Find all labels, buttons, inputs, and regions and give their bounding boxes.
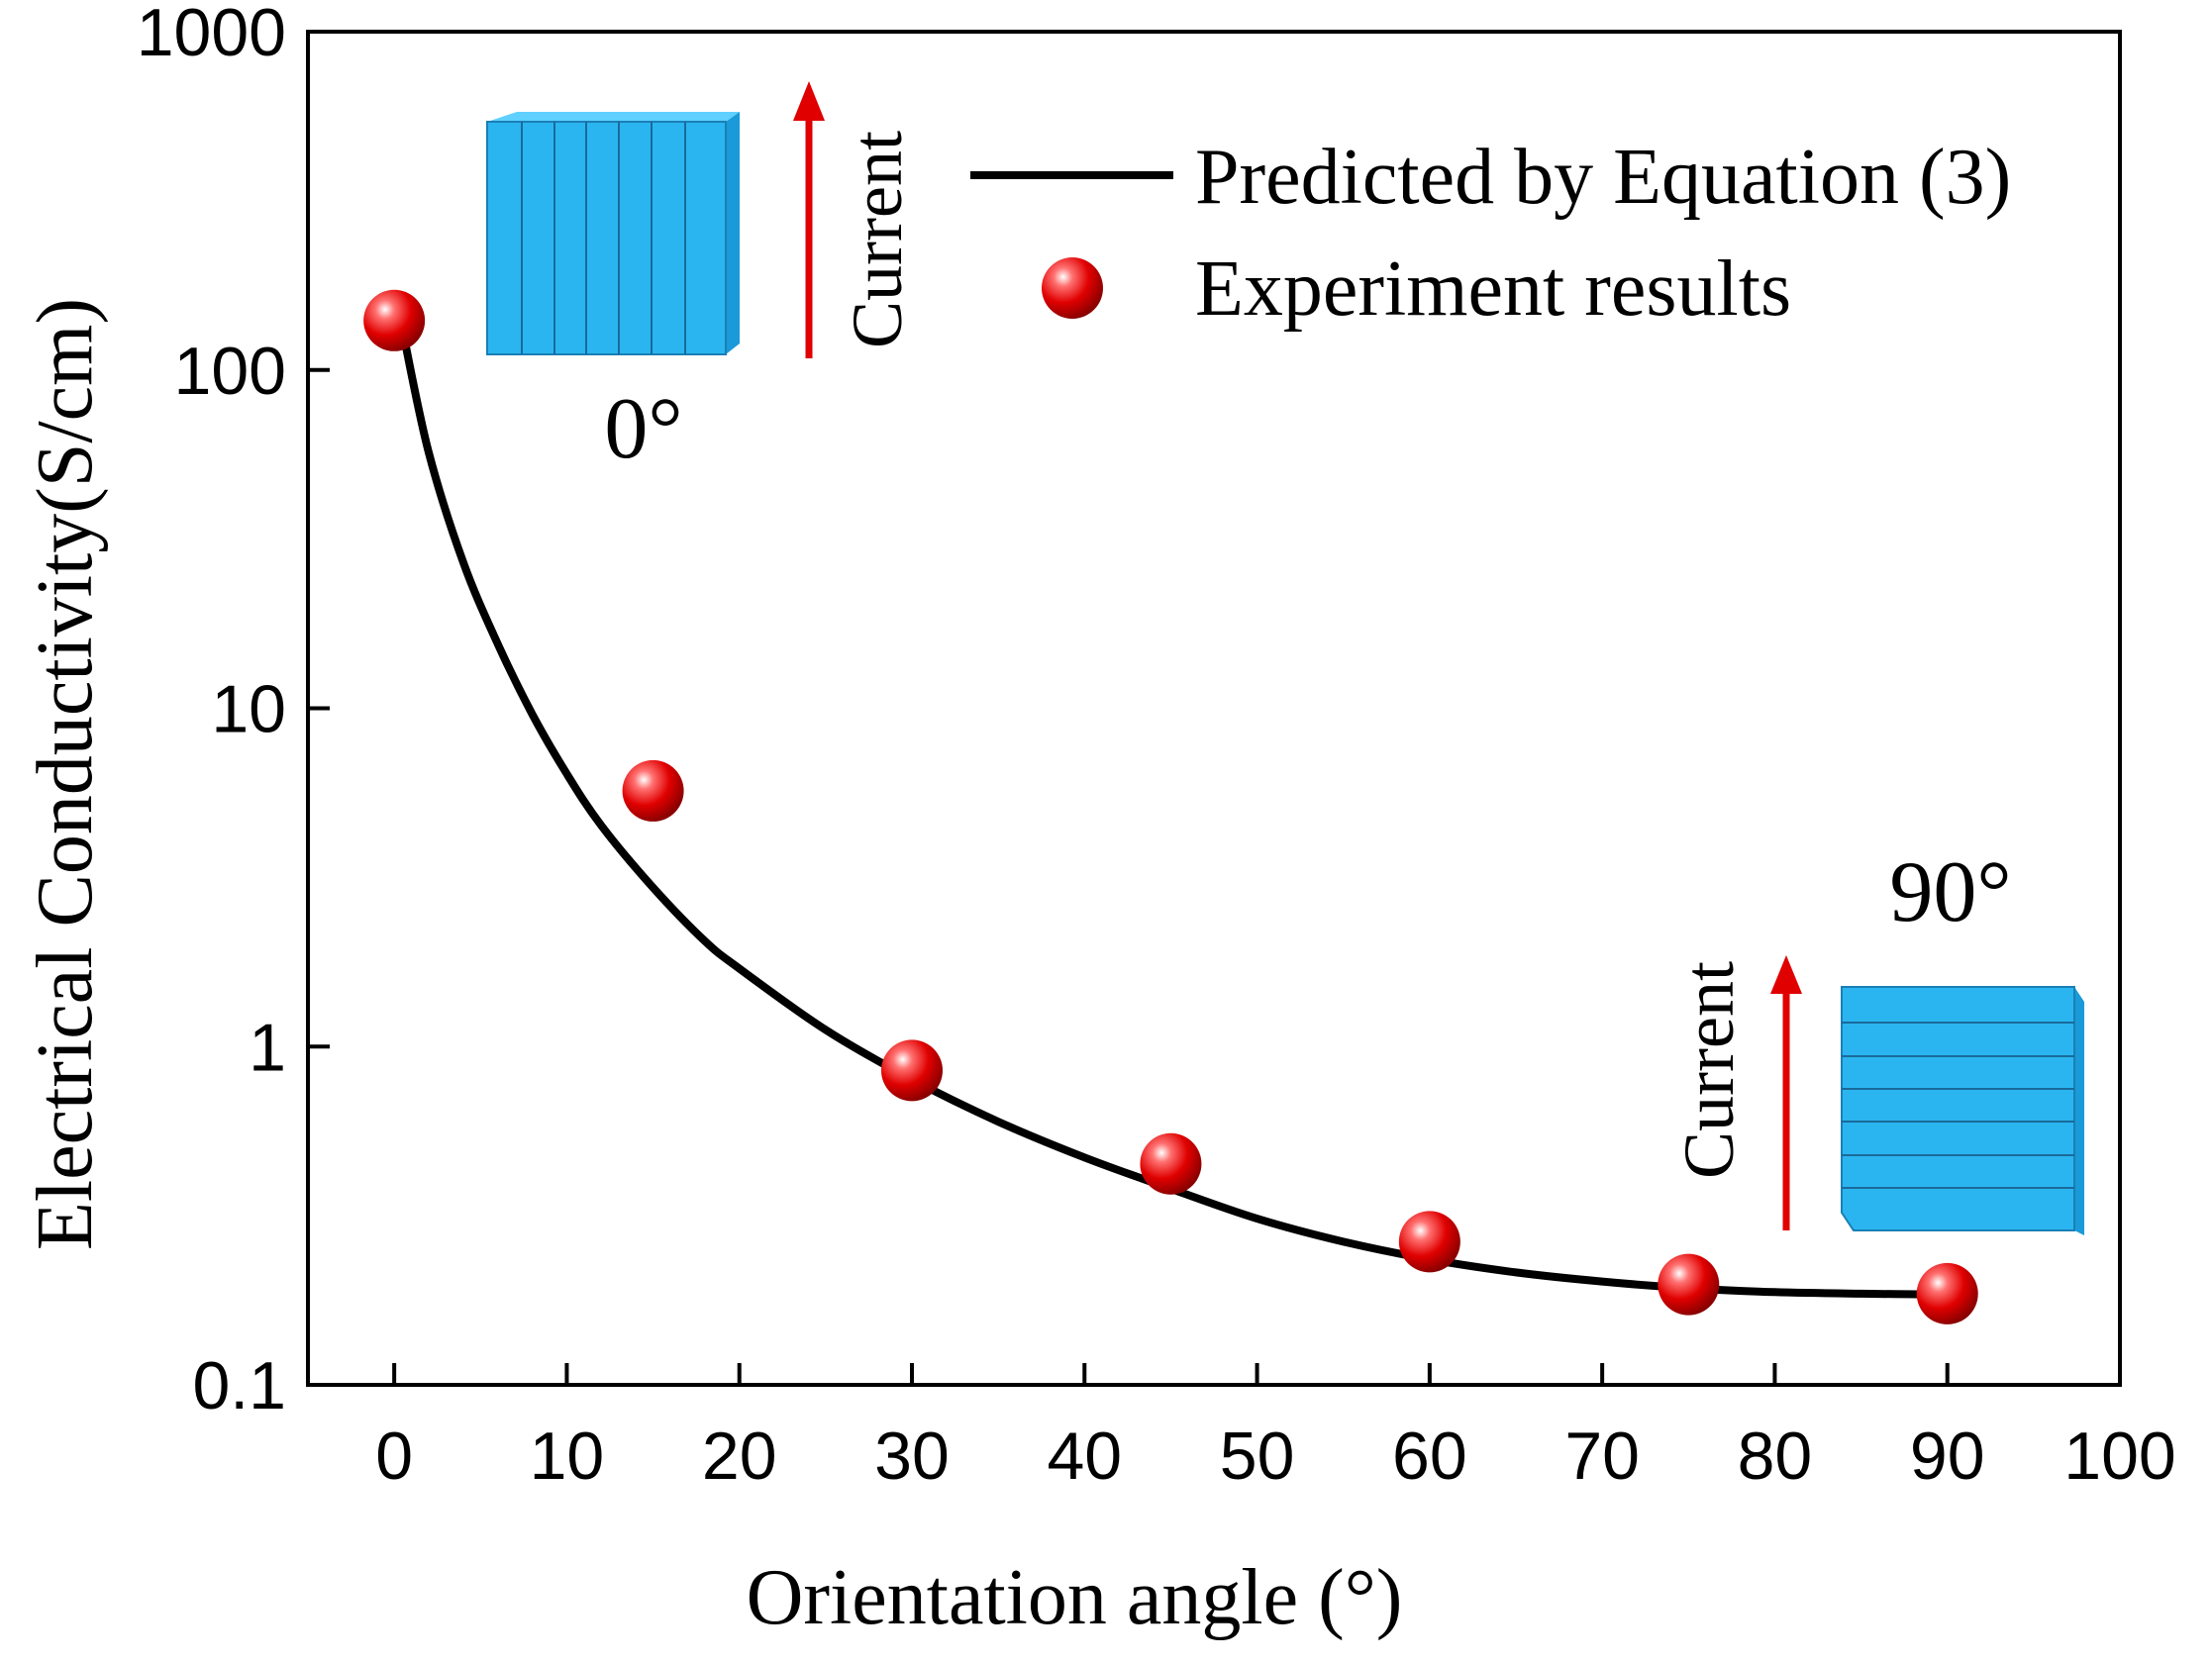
block-side-face: [2074, 987, 2084, 1235]
x-axis-ticks: 0 10 20 30 40 50 60 70 80 90 100: [375, 1363, 2176, 1494]
angle-label-90: 90°: [1889, 844, 2011, 940]
x-axis-title: Orientation angle (°): [747, 1554, 1403, 1641]
block-front-face: [486, 121, 727, 355]
y-tick-label: 0.1: [192, 1348, 286, 1423]
x-tick-label: 80: [1738, 1419, 1813, 1494]
experiment-point: [881, 1039, 943, 1102]
y-tick-label: 10: [211, 672, 286, 747]
inset-0-degree: Current 0°: [486, 81, 917, 477]
experiment-point: [1140, 1132, 1202, 1195]
y-tick-label: 100: [174, 334, 286, 409]
x-tick-label: 40: [1047, 1419, 1122, 1494]
y-tick-label: 1: [249, 1010, 286, 1085]
experiment-point: [363, 289, 426, 351]
x-tick-label: 20: [702, 1419, 777, 1494]
current-arrow-head: [1770, 955, 1802, 994]
y-tick-label: 1000: [137, 0, 286, 70]
angle-label-0: 0°: [604, 381, 682, 477]
x-tick-label: 50: [1220, 1419, 1295, 1494]
experiment-point: [1398, 1211, 1460, 1273]
inset-90-degree: 90° Current: [1669, 844, 2084, 1235]
experiment-point: [1916, 1262, 1978, 1324]
predicted-curve: [398, 327, 1952, 1299]
y-axis-ticks: 0.1 1 10 100 1000: [137, 0, 330, 1423]
y-axis-title: Electrical Conductivity(S/cm): [22, 298, 109, 1250]
x-tick-label: 30: [874, 1419, 950, 1494]
experiment-point: [1658, 1253, 1720, 1316]
current-arrow-head: [793, 81, 825, 121]
block-top-face: [487, 112, 740, 122]
block-front-face: [1841, 986, 2075, 1231]
legend-label-predicted: Predicted by Equation (3): [1195, 134, 2011, 221]
experiment-points: [363, 289, 1978, 1324]
current-label: Current: [838, 131, 917, 348]
block-side-face: [726, 112, 740, 354]
x-tick-label: 0: [375, 1419, 413, 1494]
legend: Predicted by Equation (3) Experiment res…: [970, 134, 2011, 333]
x-tick-label: 60: [1392, 1419, 1467, 1494]
experiment-point: [622, 759, 684, 822]
x-tick-label: 90: [1910, 1419, 1985, 1494]
current-label: Current: [1669, 961, 1749, 1179]
x-tick-label: 100: [2063, 1419, 2175, 1494]
x-tick-label: 10: [530, 1419, 605, 1494]
legend-marker-swatch: [1042, 257, 1103, 319]
x-tick-label: 70: [1564, 1419, 1640, 1494]
legend-label-experiment: Experiment results: [1195, 245, 1791, 333]
